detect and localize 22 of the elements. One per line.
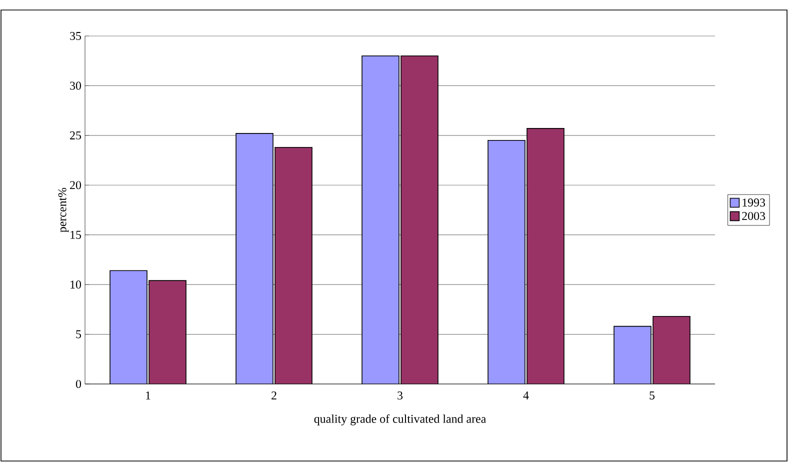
x-tick-label: 2: [272, 392, 276, 400]
x-axis-title: quality grade of cultivated land area: [314, 414, 486, 426]
x-tick-label: 4: [523, 392, 529, 400]
y-tick-label: 25: [70, 131, 82, 140]
bar: [110, 270, 148, 384]
bar: [614, 326, 652, 384]
y-tick-label: 20: [70, 181, 82, 190]
x-tick-label: 1: [146, 392, 150, 400]
y-tick-label: 0: [76, 380, 82, 388]
y-tick-label: 30: [70, 82, 82, 90]
legend-label: 2003: [742, 212, 766, 220]
bar: [236, 133, 274, 384]
y-axis-title: percent%: [58, 188, 69, 232]
y-tick-label: 15: [70, 230, 82, 239]
x-tick-label: 5: [650, 392, 655, 400]
bar: [488, 140, 526, 384]
legend-label: 1993: [742, 198, 766, 207]
y-tick-label: 5: [76, 330, 82, 338]
x-tick-label: 3: [398, 392, 403, 400]
y-tick-label: 10: [70, 280, 82, 289]
bar: [362, 55, 400, 384]
y-tick-label: 35: [70, 32, 82, 40]
